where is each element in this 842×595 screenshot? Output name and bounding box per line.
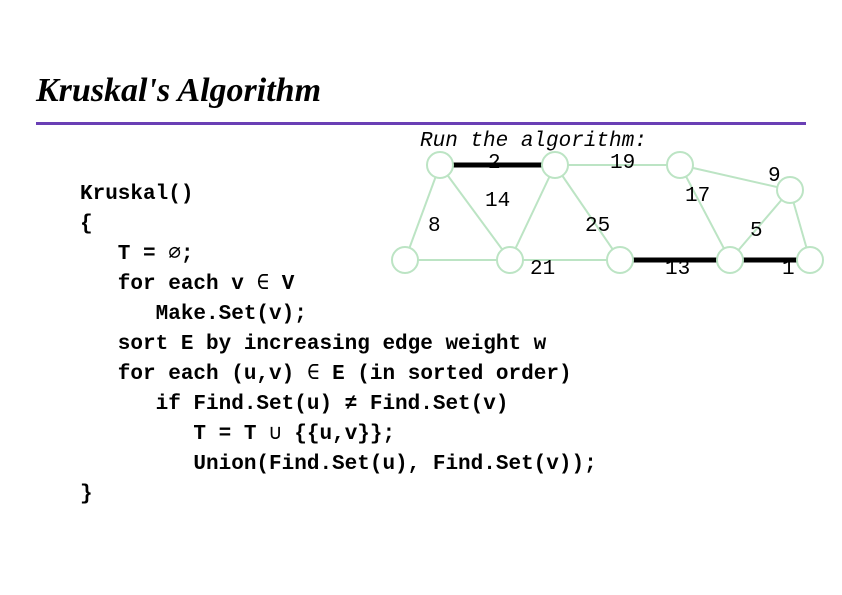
graph-node <box>607 247 633 273</box>
edge-weight-label: 13 <box>665 258 690 281</box>
edge-weight-label: 19 <box>610 152 635 175</box>
graph-edge <box>405 165 440 260</box>
code-line: T = T ∪ {{u,v}}; <box>80 423 395 446</box>
code-line: Make.Set(v); <box>80 303 307 326</box>
edge-weight-label: 8 <box>428 215 441 238</box>
code-line: Kruskal() <box>80 183 193 206</box>
edge-weight-label: 14 <box>485 190 510 213</box>
edge-weight-label: 5 <box>750 220 763 243</box>
code-line: if Find.Set(u) ≠ Find.Set(v) <box>80 393 508 416</box>
code-line: for each v ∈ V <box>80 273 294 296</box>
code-line: T = ∅; <box>80 243 193 266</box>
code-line: Union(Find.Set(u), Find.Set(v)); <box>80 453 597 476</box>
graph-diagram: 2 19 14 8 25 17 9 5 21 13 1 <box>380 130 840 310</box>
code-line: sort E by increasing edge weight w <box>80 333 546 356</box>
code-line: for each (u,v) ∈ E (in sorted order) <box>80 363 572 386</box>
graph-node <box>427 152 453 178</box>
graph-node <box>667 152 693 178</box>
code-line: { <box>80 213 93 236</box>
edge-weight-label: 2 <box>488 152 501 175</box>
page-title: Kruskal's Algorithm <box>36 72 321 110</box>
graph-node <box>542 152 568 178</box>
graph-node <box>777 177 803 203</box>
graph-node <box>392 247 418 273</box>
graph-edge <box>510 165 555 260</box>
edge-weight-label: 21 <box>530 258 555 281</box>
edge-weight-label: 25 <box>585 215 610 238</box>
edge-weight-label: 17 <box>685 185 710 208</box>
edge-weight-label: 1 <box>782 258 795 281</box>
code-line: } <box>80 483 93 506</box>
edge-weight-label: 9 <box>768 165 781 188</box>
graph-node <box>797 247 823 273</box>
graph-node <box>717 247 743 273</box>
graph-node <box>497 247 523 273</box>
title-underline <box>36 122 806 125</box>
graph-edge <box>680 165 730 260</box>
graph-edge <box>555 165 620 260</box>
